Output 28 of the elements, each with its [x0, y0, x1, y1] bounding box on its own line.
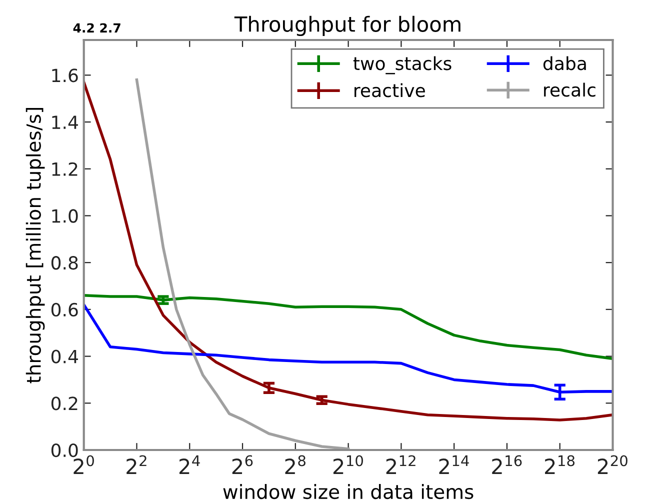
legend-label: two_stacks — [353, 56, 452, 74]
y-tick-label: 1.2 — [52, 162, 78, 176]
x-tick-label: 2$^{16}$ — [492, 455, 522, 474]
chart-title: Throughput for bloom — [234, 16, 460, 36]
x-tick-label: 2$^{14}$ — [439, 455, 469, 474]
y-tick-label: 0.0 — [51, 443, 78, 458]
x-tick-label: 2$^{2}$ — [126, 455, 146, 474]
legend-label: recalc — [544, 82, 596, 97]
text: 4.2 — [73, 23, 94, 32]
y-tick-label: 0.6 — [51, 302, 78, 317]
y-tick-label: 1.0 — [52, 209, 78, 223]
x-tick-label: 2$^{8}$ — [285, 455, 306, 474]
x-axis-title: window size in data items — [223, 484, 474, 500]
x-tick-label: 2$^{6}$ — [232, 455, 253, 474]
x-tick-label: 2$^{4}$ — [179, 455, 200, 474]
x-tick-label: 2$^{12}$ — [386, 455, 416, 474]
text: 2.7 — [100, 23, 120, 32]
y-tick-label: 0.4 — [51, 350, 78, 364]
x-tick-label: 2$^{10}$ — [333, 455, 363, 474]
y-axis-title: throughput [million tuples/s] — [26, 108, 45, 384]
y-tick-label: 1.6 — [52, 68, 78, 82]
y-tick-label: 1.4 — [52, 116, 78, 129]
x-tick-label: 2$^{18}$ — [545, 455, 575, 474]
legend-label: daba — [543, 56, 586, 70]
y-tick-label: 0.8 — [51, 256, 78, 270]
y-tick-label: 0.2 — [51, 396, 78, 410]
x-tick-label: 2$^{20}$ — [598, 455, 628, 474]
legend-label: reactive — [354, 83, 425, 98]
